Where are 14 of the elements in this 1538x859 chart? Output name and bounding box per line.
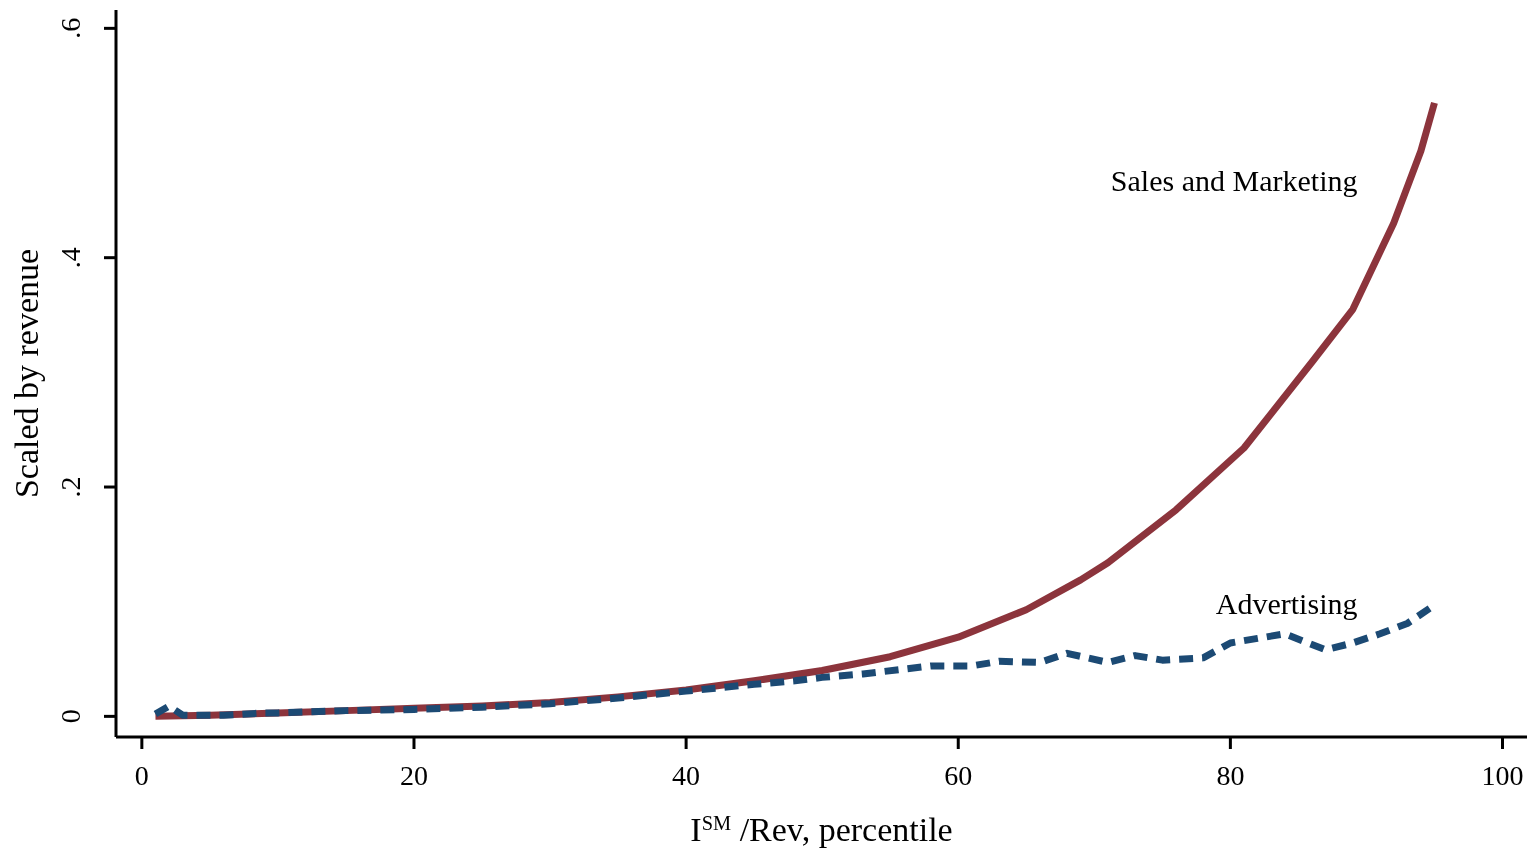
y-tick-label: .6 [55,17,86,39]
x-tick-label: 100 [1481,759,1524,791]
y-tick-label: 0 [55,709,86,724]
x-axis-title: I$^{SM}$/Rev, percentile [690,811,953,848]
x-tick-label: 80 [1216,759,1245,791]
series-label: Sales and Marketing [1110,163,1358,197]
x-tick-label: 60 [944,759,973,791]
y-axis-title: Scaled by revenue [8,248,45,499]
series-label: Advertising [1215,587,1358,621]
y-tick-label: .2 [55,476,86,498]
y-tick-label: .4 [55,247,86,269]
x-tick-label: 40 [672,759,701,791]
x-tick-label: 20 [399,759,428,791]
x-tick-label: 0 [134,759,149,791]
